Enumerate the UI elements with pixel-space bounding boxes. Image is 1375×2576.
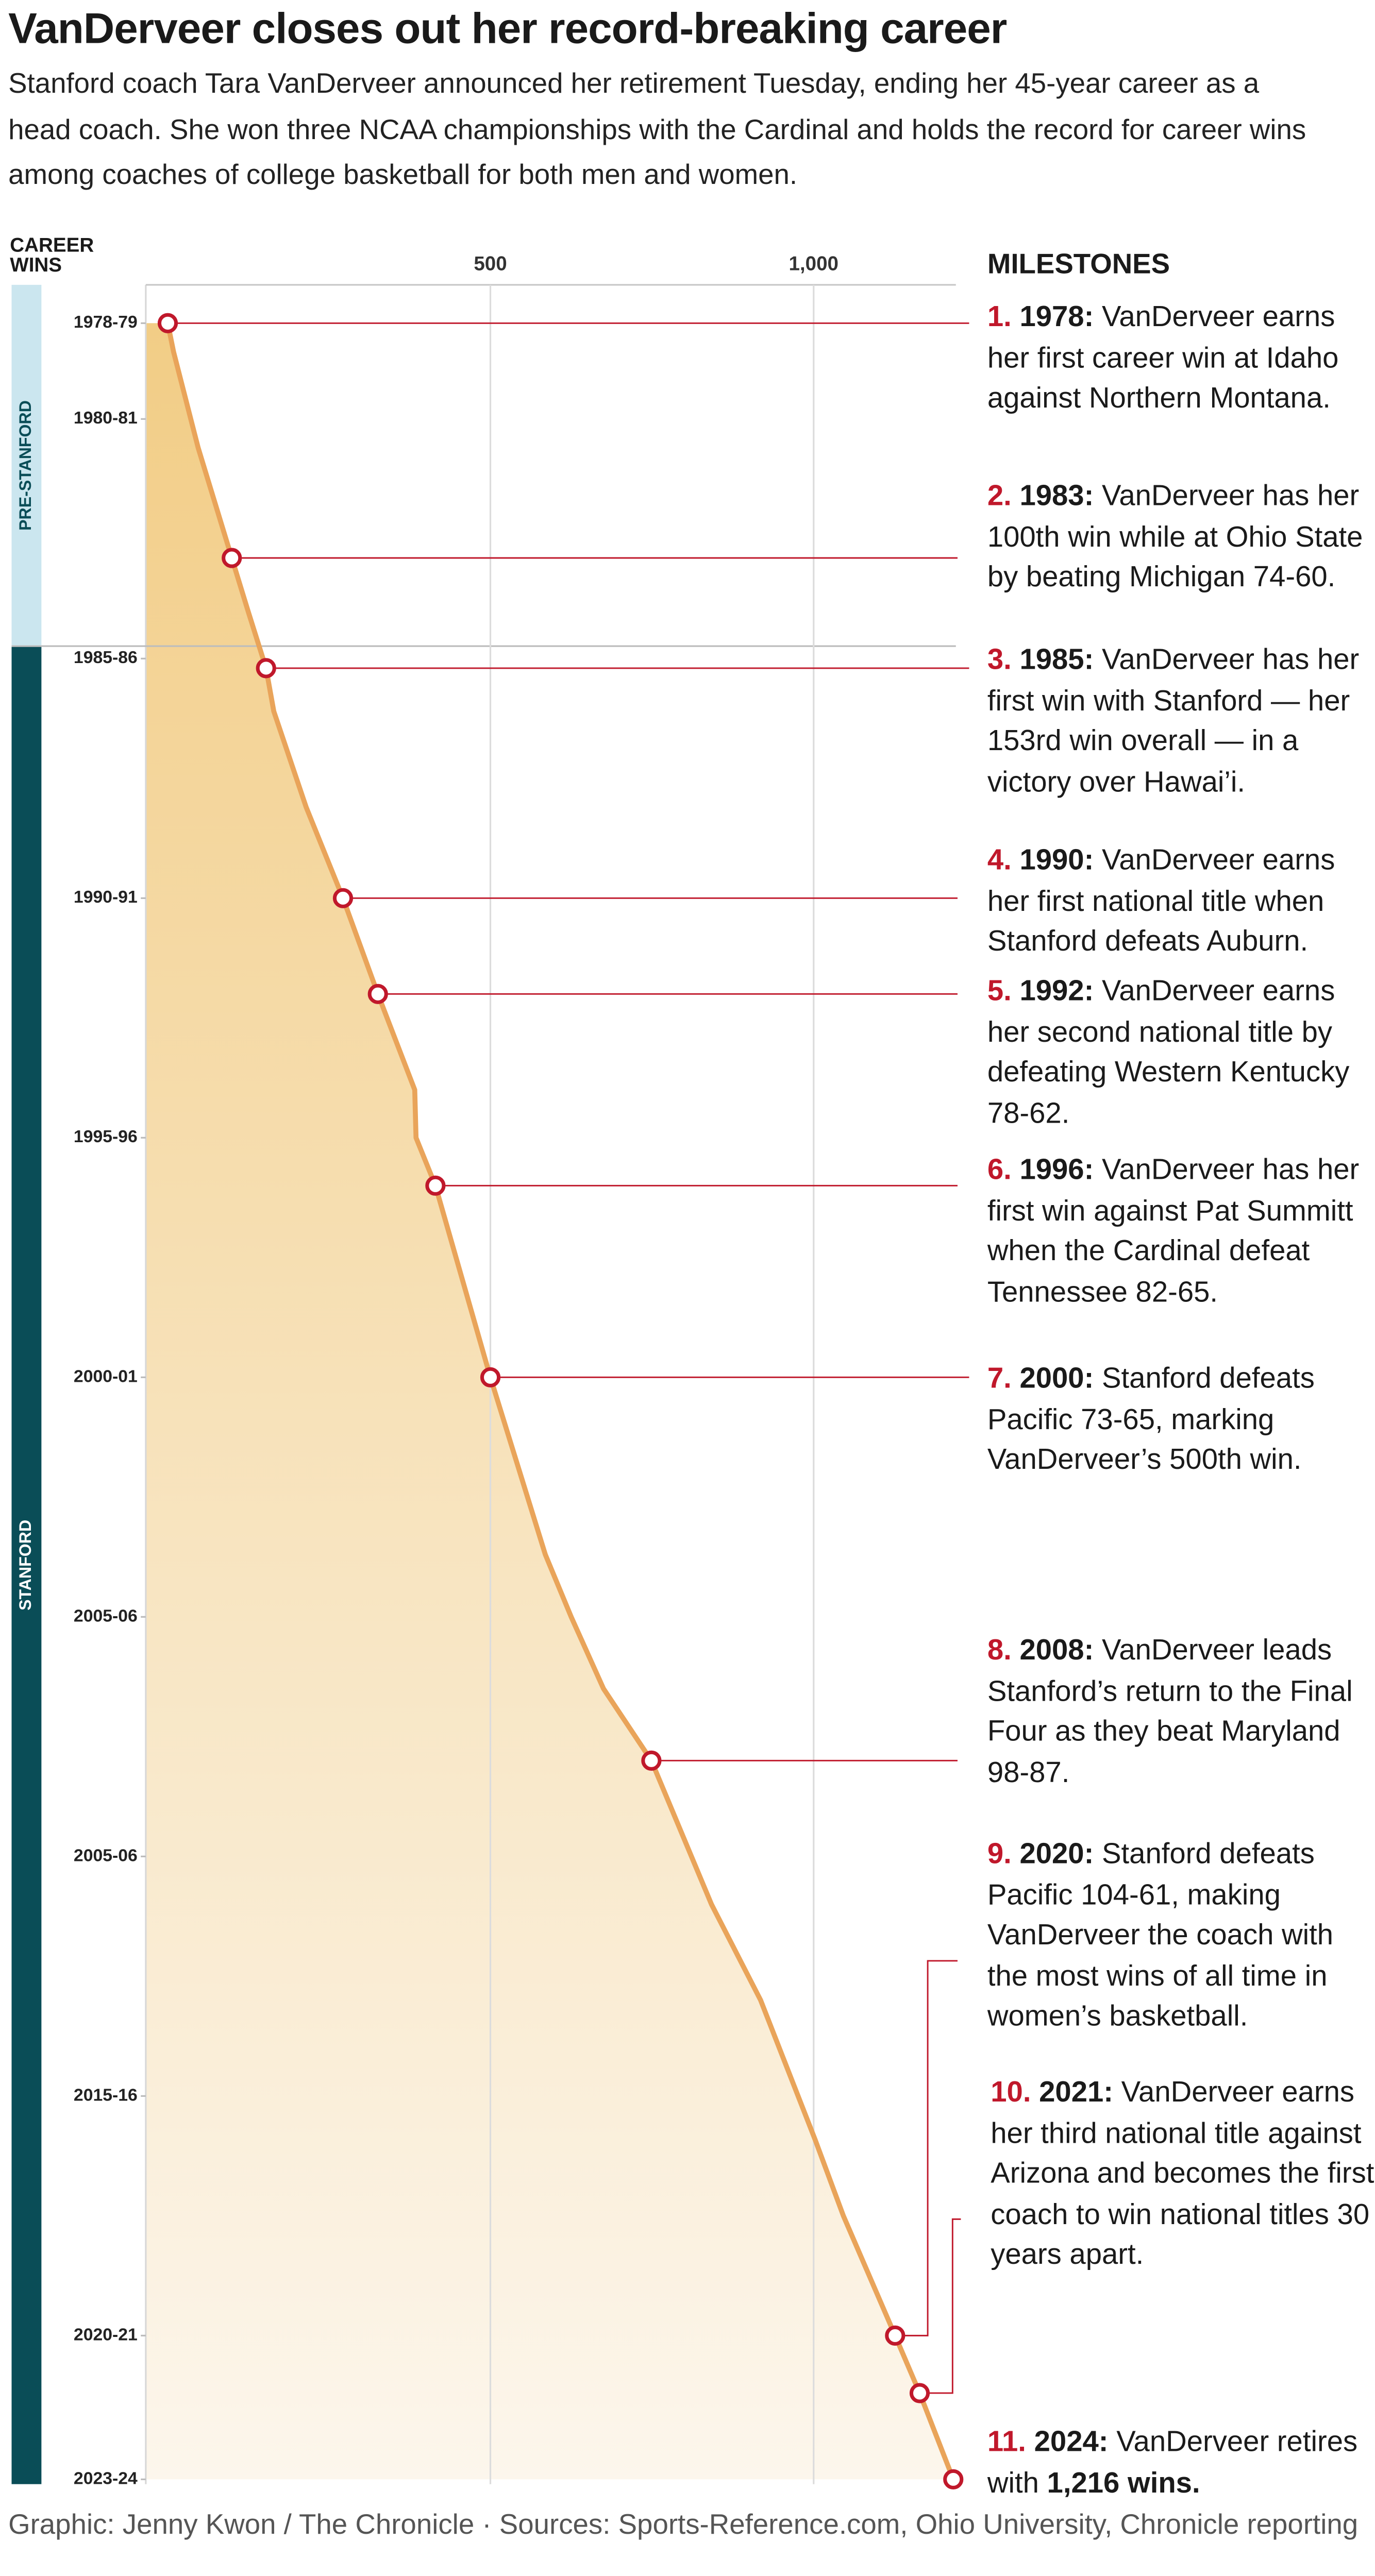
milestone-text: VanDerveer earns her first national titl… <box>987 843 1335 957</box>
milestone-number: 2. <box>987 478 1012 512</box>
milestone-year: 2021: <box>1039 2075 1114 2109</box>
milestone-number: 10. <box>991 2075 1031 2109</box>
band-label: STANFORD <box>16 1520 35 1611</box>
milestone-marker <box>367 984 388 1004</box>
milestone-marker <box>641 1750 662 1771</box>
milestone-year: 1978: <box>1019 299 1094 333</box>
milestone-text: VanDerveer leads Stanford’s return to th… <box>987 1633 1353 1788</box>
milestone-year: 1983: <box>1019 478 1094 512</box>
milestone-year: 1996: <box>1019 1153 1094 1186</box>
y-tick-label: 1985-86 <box>74 648 138 667</box>
milestone-number: 7. <box>987 1361 1012 1395</box>
milestone-number: 5. <box>987 974 1012 1007</box>
milestone: 6. 1996: VanDerveer has her first win ag… <box>987 1149 1372 1312</box>
milestone-marker <box>943 2469 964 2489</box>
axis-label: CAREER WINS <box>10 233 94 277</box>
milestone-text: VanDerveer earns her second national tit… <box>987 974 1350 1129</box>
y-tick-label: 2023-24 <box>74 2468 138 2488</box>
milestone-marker <box>332 888 354 908</box>
milestone-marker <box>909 2383 930 2403</box>
milestone-text: VanDerveer retires with <box>987 2424 1358 2499</box>
y-tick-label: 2005-06 <box>74 1845 138 1865</box>
milestone: 11. 2024: VanDerveer retires with 1,216 … <box>987 2421 1372 2503</box>
y-tick-label: 2015-16 <box>74 2085 138 2105</box>
milestone-year: 2024: <box>1034 2424 1109 2458</box>
milestone: 5. 1992: VanDerveer earns her second nat… <box>987 971 1372 1133</box>
x-tick-label: 1,000 <box>789 253 839 275</box>
y-tick-label: 2000-01 <box>74 1366 138 1386</box>
area <box>145 323 953 2480</box>
band <box>11 284 42 647</box>
milestone: 2. 1983: VanDerveer has her 100th win wh… <box>987 476 1372 597</box>
milestone-number: 11. <box>987 2424 1026 2458</box>
milestone-year: 1992: <box>1019 974 1094 1007</box>
milestone: 3. 1985: VanDerveer has her first win wi… <box>987 639 1372 802</box>
x-tick-label: 500 <box>474 253 507 275</box>
leader-line <box>919 2218 961 2394</box>
milestone: 4. 1990: VanDerveer earns her first nati… <box>987 840 1372 961</box>
y-tick-label: 1978-79 <box>74 312 138 332</box>
milestones-title: MILESTONES <box>987 248 1170 280</box>
milestone-text: VanDerveer earns her first career win at… <box>987 299 1339 414</box>
milestone: 10. 2021: VanDerveer earns her third nat… <box>991 2072 1375 2275</box>
milestone-marker <box>885 2325 906 2346</box>
milestone-marker <box>480 1367 501 1387</box>
milestone-number: 8. <box>987 1633 1012 1666</box>
milestone-number: 9. <box>987 1836 1012 1870</box>
milestone-text: VanDerveer has her first win against Pat… <box>987 1153 1360 1308</box>
leader-line <box>895 1960 958 2336</box>
source: Graphic: Jenny Kwon / The Chronicle · So… <box>8 2509 1359 2540</box>
milestone-marker <box>425 1175 446 1196</box>
band-label: PRE-STANFORD <box>16 400 35 531</box>
milestone-marker <box>222 548 242 568</box>
y-tick-label: 1995-96 <box>74 1127 138 1146</box>
y-tick-label: 1990-91 <box>74 887 138 907</box>
milestone: 8. 2008: VanDerveer leads Stanford’s ret… <box>987 1630 1372 1792</box>
milestone-text: VanDerveer earns her third national titl… <box>991 2075 1374 2271</box>
milestone-text: Stanford defeats Pacific 73-65, marking … <box>987 1361 1315 1476</box>
milestone: 9. 2020: Stanford defeats Pacific 104-61… <box>987 1833 1372 2036</box>
milestone-highlight: 1,216 wins. <box>1047 2465 1200 2499</box>
milestone-year: 1985: <box>1019 642 1094 676</box>
milestone: 1. 1978: VanDerveer earns her first care… <box>987 296 1372 418</box>
y-tick-label: 2020-21 <box>74 2325 138 2344</box>
milestone: 7. 2000: Stanford defeats Pacific 73-65,… <box>987 1358 1372 1480</box>
y-tick-label: 2005-06 <box>74 1606 138 1625</box>
milestone-marker <box>157 313 178 333</box>
milestone-number: 4. <box>987 843 1012 876</box>
milestone-number: 6. <box>987 1153 1012 1186</box>
y-tick-label: 1980-81 <box>74 408 138 428</box>
milestone-year: 2008: <box>1019 1633 1094 1666</box>
band <box>11 646 42 2484</box>
milestone-text: VanDerveer has her first win with Stanfo… <box>987 642 1360 798</box>
milestone-number: 3. <box>987 642 1012 676</box>
milestone-year: 2020: <box>1019 1836 1094 1870</box>
subtitle: Stanford coach Tara VanDerveer announced… <box>8 67 1306 191</box>
milestone-number: 1. <box>987 299 1012 333</box>
milestone-marker <box>256 658 276 679</box>
milestone-text: Stanford defeats Pacific 104-61, making … <box>987 1836 1334 2032</box>
title: VanDerveer closes out her record-breakin… <box>8 3 1007 53</box>
milestone-text: VanDerveer has her 100th win while at Oh… <box>987 478 1363 593</box>
milestone-year: 1990: <box>1019 843 1094 876</box>
milestone-year: 2000: <box>1019 1361 1094 1395</box>
